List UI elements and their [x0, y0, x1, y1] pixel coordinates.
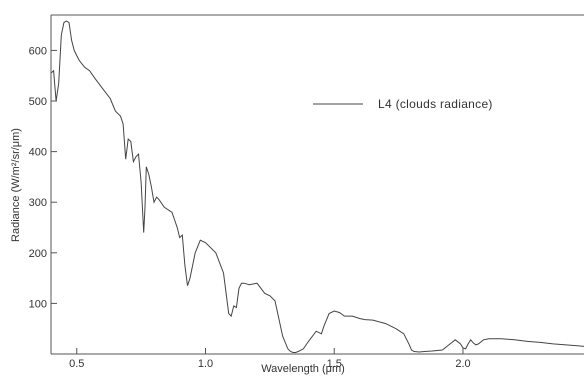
x-tick-label: 1.0 — [198, 358, 213, 370]
y-tick-label: 100 — [29, 298, 47, 310]
x-axis-label: Wavelength (μm) — [261, 363, 345, 375]
y-axis-label: Radiance (W/m²/sr/μm) — [10, 128, 22, 242]
legend: L4 (clouds radiance) — [313, 97, 493, 111]
series-line-l4 — [50, 20, 584, 353]
x-tick-label: 2.0 — [455, 358, 470, 370]
x-tick-label: 1.5 — [327, 358, 342, 370]
y-tick-label: 400 — [29, 147, 47, 159]
y-axis-ticks: 100 200 300 400 500 600 — [29, 45, 57, 310]
x-axis-ticks: 0.5 1.0 1.5 2.0 — [69, 348, 471, 370]
y-tick-label: 600 — [29, 45, 47, 57]
y-tick-label: 200 — [29, 248, 47, 260]
y-tick-label: 300 — [29, 197, 47, 209]
legend-label: L4 (clouds radiance) — [378, 97, 493, 111]
x-tick-label: 0.5 — [69, 358, 84, 370]
y-tick-label: 500 — [29, 96, 47, 108]
